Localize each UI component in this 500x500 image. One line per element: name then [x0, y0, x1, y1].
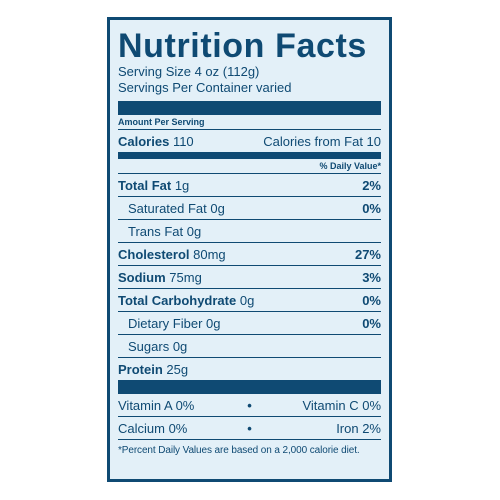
nutrient-label: Total Carbohydrate: [118, 292, 237, 308]
vitamin-row: Vitamin A 0% • Vitamin C 0%: [118, 394, 381, 416]
bullet-separator: •: [247, 397, 252, 413]
nutrient-label: Sodium: [118, 269, 166, 285]
nutrient-amount: 0g: [172, 338, 188, 354]
nutrient-amount: 0g: [210, 200, 225, 216]
nutrient-label: Trans Fat: [128, 223, 184, 239]
nutrient-amount: 80mg: [193, 246, 226, 262]
iron: Iron 2%: [336, 420, 381, 436]
calories-from-fat: Calories from Fat 10: [263, 133, 381, 149]
divider: [118, 129, 381, 130]
calories-row: Calories 110 Calories from Fat 10: [118, 130, 381, 152]
nutrient-row-total-carbohydrate: Total Carbohydrate 0g 0%: [118, 289, 381, 311]
amount-per-serving-label: Amount Per Serving: [118, 117, 205, 127]
vitamin-a: Vitamin A 0%: [118, 397, 195, 413]
nutrient-label: Saturated Fat: [128, 200, 207, 216]
nutrient-row-sugars: Sugars 0g: [118, 335, 381, 357]
calories-label: Calories: [118, 133, 170, 149]
nutrient-row-saturated-fat: Saturated Fat 0g 0%: [118, 197, 381, 219]
nutrient-row-sodium: Sodium 75mg 3%: [118, 266, 381, 288]
nutrient-label: Dietary Fiber: [128, 315, 203, 331]
serving-size: Serving Size 4 oz (112g): [118, 64, 260, 79]
footnote: *Percent Daily Values are based on a 2,0…: [118, 445, 360, 456]
nutrient-row-dietary-fiber: Dietary Fiber 0g 0%: [118, 312, 381, 334]
thick-divider: [118, 380, 381, 394]
nutrient-dv: 0%: [362, 315, 381, 331]
bullet-separator: •: [247, 420, 252, 436]
medium-divider: [118, 152, 381, 159]
nutrient-row-total-fat: Total Fat 1g 2%: [118, 174, 381, 196]
servings-per-container: Servings Per Container varied: [118, 80, 292, 95]
nutrient-dv: 3%: [362, 269, 381, 285]
nutrient-dv: 2%: [362, 177, 381, 193]
daily-value-label: % Daily Value*: [319, 161, 381, 171]
nutrient-amount: 0g: [239, 292, 255, 308]
nutrition-label: Nutrition Facts Serving Size 4 oz (112g)…: [107, 17, 392, 482]
amount-per-serving: Amount Per Serving: [118, 115, 381, 129]
calories-value: 110: [172, 133, 194, 149]
nutrient-amount: 1g: [174, 177, 190, 193]
nutrient-dv: 0%: [362, 200, 381, 216]
nutrient-amount: 0g: [206, 315, 221, 331]
calcium: Calcium 0%: [118, 420, 188, 436]
vitamin-c: Vitamin C 0%: [302, 397, 381, 413]
label-title: Nutrition Facts: [118, 27, 367, 65]
nutrient-amount: 25g: [166, 361, 189, 377]
nutrient-row-trans-fat: Trans Fat 0g: [118, 220, 381, 242]
daily-value-header: % Daily Value*: [118, 159, 381, 173]
nutrient-label: Total Fat: [118, 177, 172, 193]
nutrient-amount: 0g: [186, 223, 202, 239]
nutrient-row-protein: Protein 25g: [118, 358, 381, 380]
nutrient-label: Protein: [118, 361, 163, 377]
nutrient-row-cholesterol: Cholesterol 80mg 27%: [118, 243, 381, 265]
vitamin-row: Calcium 0% • Iron 2%: [118, 417, 381, 439]
nutrient-dv: 27%: [354, 246, 381, 262]
nutrient-label: Cholesterol: [118, 246, 190, 262]
nutrient-label: Sugars: [128, 338, 170, 354]
thick-divider: [118, 101, 381, 115]
nutrient-dv: 0%: [362, 292, 381, 308]
nutrient-amount: 75mg: [169, 269, 202, 285]
